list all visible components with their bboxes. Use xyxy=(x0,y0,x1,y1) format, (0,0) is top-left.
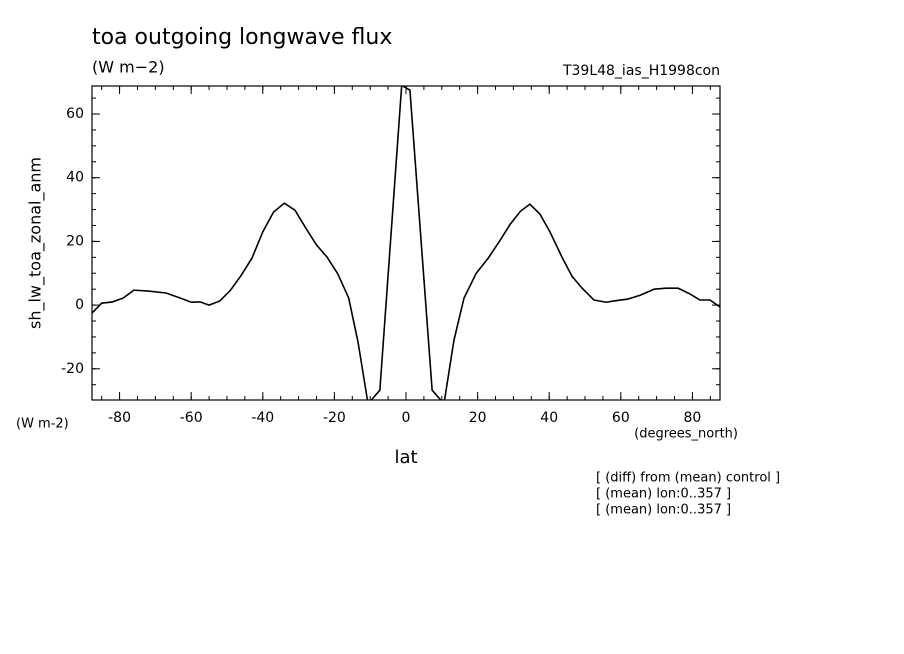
x-tick-label: 60 xyxy=(612,410,630,426)
x-tick-label: -40 xyxy=(251,410,274,426)
x-tick-label: -80 xyxy=(108,410,131,426)
x-tick-label: 20 xyxy=(469,410,487,426)
y-tick-label: -20 xyxy=(61,361,84,377)
x-tick-label: 0 xyxy=(402,410,411,426)
x-tick-label: 80 xyxy=(684,410,702,426)
note: [ (mean) lon:0..357 ] xyxy=(596,487,731,502)
y-tick-label: 20 xyxy=(66,233,84,249)
note: [ (mean) lon:0..357 ] xyxy=(596,503,731,518)
plot-frame xyxy=(91,85,721,401)
y-tick-label: 0 xyxy=(75,297,84,313)
y-tick-label: 60 xyxy=(66,106,84,122)
x-axis-label: lat xyxy=(394,447,417,468)
chart-title: toa outgoing longwave flux xyxy=(92,25,392,50)
x-tick-label: 40 xyxy=(540,410,558,426)
note: [ (diff) from (mean) control ] xyxy=(596,471,780,486)
subtitle: (W m−2) xyxy=(92,58,165,77)
run-label: T39L48_ias_H1998con xyxy=(562,63,720,79)
x-units: (degrees_north) xyxy=(634,427,738,442)
x-tick-label: -60 xyxy=(180,410,203,426)
y-units: (W m-2) xyxy=(16,417,69,432)
y-axis-label: sh_lw_toa_zonal_anm xyxy=(26,157,46,329)
data-line xyxy=(92,86,720,400)
y-tick-label: 40 xyxy=(66,170,84,186)
x-tick-label: -20 xyxy=(323,410,346,426)
